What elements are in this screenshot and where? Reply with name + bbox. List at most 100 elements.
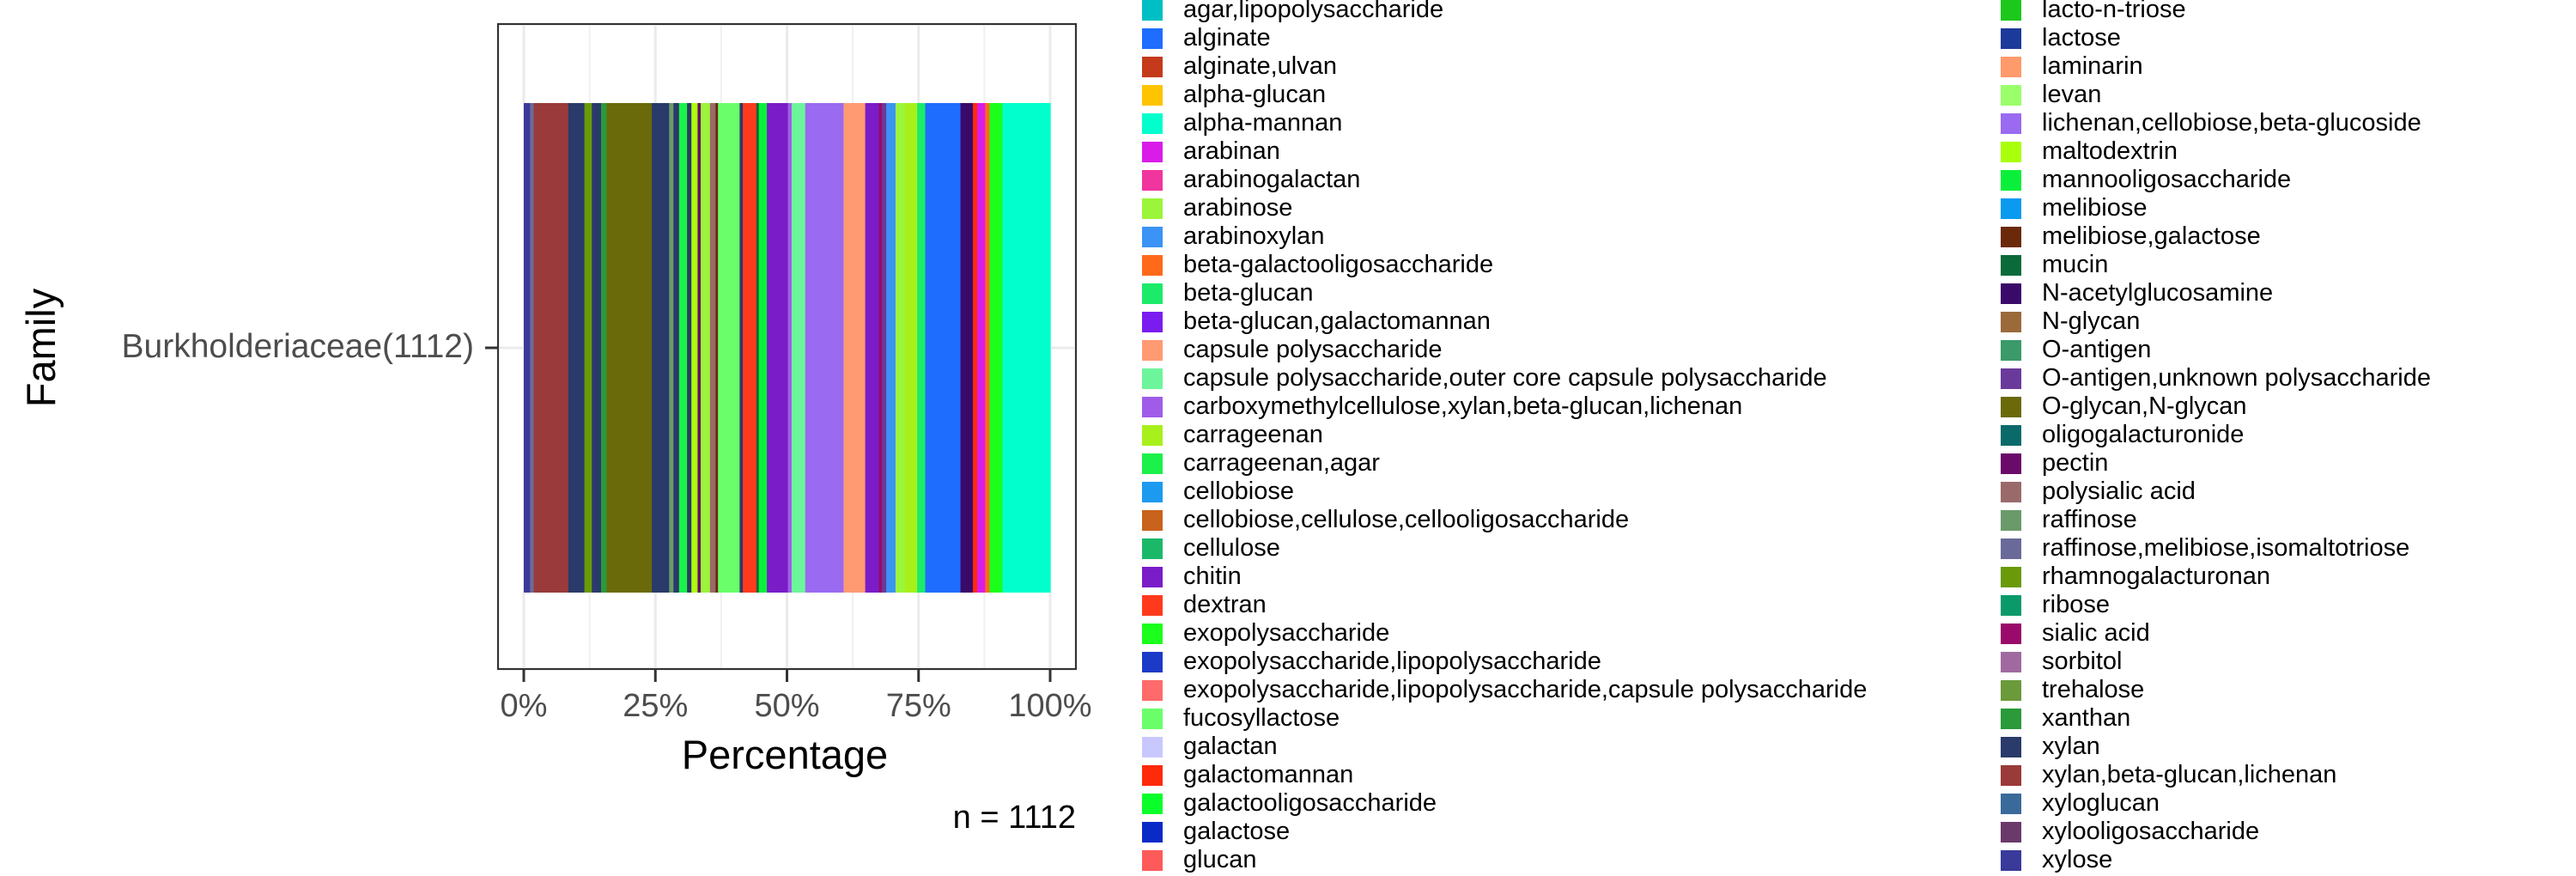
bar-segment xyxy=(1002,103,1051,593)
legend-label: xylooligosaccharide xyxy=(2042,818,2260,845)
legend-label: levan xyxy=(2042,81,2102,108)
legend-swatch xyxy=(2001,340,2021,361)
legend-swatch xyxy=(1142,227,1163,247)
legend-label: carrageenan,agar xyxy=(1183,449,1380,477)
sample-size-annotation: n = 1112 xyxy=(953,800,1076,836)
legend-label: galactooligosaccharide xyxy=(1183,789,1437,817)
bar-segment xyxy=(601,103,608,593)
legend-label: agar,lipopolysaccharide xyxy=(1183,0,1444,23)
bar-segment xyxy=(843,103,866,593)
legend-label: N-acetylglucosamine xyxy=(2042,279,2274,307)
x-tick-label: 0% xyxy=(501,688,548,724)
bar-segment xyxy=(697,103,702,593)
legend-swatch xyxy=(1142,652,1163,672)
bar-segment xyxy=(533,103,569,593)
legend-swatch xyxy=(1142,312,1163,332)
legend-label: beta-galactooligosaccharide xyxy=(1183,251,1494,278)
legend-swatch xyxy=(2001,737,2021,757)
legend-swatch xyxy=(1142,737,1163,757)
legend-swatch xyxy=(2001,368,2021,389)
bar-segment xyxy=(678,103,688,593)
legend-swatch xyxy=(1142,850,1163,871)
legend-label: N-glycan xyxy=(2042,307,2141,335)
legend-swatch xyxy=(2001,113,2021,134)
legend-label: xylan xyxy=(2042,733,2100,760)
legend-label: sialic acid xyxy=(2042,619,2150,647)
bar-segment xyxy=(882,103,887,593)
legend-swatch xyxy=(1142,340,1163,361)
x-axis: 0% 25% 50% 75% 100% xyxy=(501,670,1092,724)
legend-label: trehalose xyxy=(2042,676,2145,703)
legend-label: melibiose xyxy=(2042,194,2148,222)
x-tick-label: 75% xyxy=(886,688,951,724)
legend-label: mucin xyxy=(2042,251,2109,278)
y-tick-label: Burkholderiaceae(1112) xyxy=(122,328,474,365)
bar-segment xyxy=(878,103,883,593)
bar-segment xyxy=(895,103,906,593)
legend-swatch xyxy=(1142,255,1163,276)
legend-label: xanthan xyxy=(2042,704,2131,732)
legend-label: alpha-mannan xyxy=(1183,109,1343,137)
legend-label: melibiose,galactose xyxy=(2042,222,2261,250)
x-tick-label: 50% xyxy=(754,688,819,724)
legend-label: arabinoxylan xyxy=(1183,222,1325,250)
legend-label: exopolysaccharide xyxy=(1183,619,1390,647)
legend-label: beta-glucan xyxy=(1183,279,1314,307)
legend-swatch xyxy=(2001,680,2021,701)
bar-segment xyxy=(925,103,962,593)
legend-swatch xyxy=(1142,85,1163,106)
legend-label: sorbitol xyxy=(2042,648,2123,675)
bar-segment xyxy=(865,103,880,593)
legend-swatch xyxy=(2001,397,2021,417)
legend-label: polysialic acid xyxy=(2042,478,2196,505)
stacked-bar xyxy=(524,103,1051,593)
legend-label: pectin xyxy=(2042,449,2109,477)
legend-swatch xyxy=(1142,510,1163,531)
legend-label: xylan,beta-glucan,lichenan xyxy=(2042,761,2337,788)
legend-swatch xyxy=(1142,482,1163,502)
legend-label: galactan xyxy=(1183,733,1278,760)
bar-segment xyxy=(584,103,592,593)
legend-label: beta-glucan,galactomannan xyxy=(1183,307,1491,335)
legend-label: O-antigen,unknown polysaccharide xyxy=(2042,364,2431,392)
bar-segment xyxy=(739,103,744,593)
legend-label: carrageenan xyxy=(1183,421,1323,448)
legend-swatch xyxy=(2001,227,2021,247)
legend-label: carboxymethylcellulose,xylan,beta-glucan… xyxy=(1183,392,1743,420)
bar-segment xyxy=(767,103,789,593)
legend-swatch xyxy=(2001,624,2021,644)
legend-label: galactose xyxy=(1183,818,1291,845)
legend-swatch xyxy=(2001,255,2021,276)
bar-segment xyxy=(960,103,974,593)
legend-swatch xyxy=(2001,794,2021,814)
legend-swatch xyxy=(1142,709,1163,729)
legend-label: cellulose xyxy=(1183,534,1280,562)
legend-swatch xyxy=(2001,198,2021,219)
bar-segment xyxy=(691,103,699,593)
y-axis-title: Family xyxy=(18,288,64,407)
legend-label: laminarin xyxy=(2042,52,2143,80)
bar-segment xyxy=(787,103,793,593)
legend-label: exopolysaccharide,lipopolysaccharide,cap… xyxy=(1183,676,1868,703)
bar-segment xyxy=(989,103,1004,593)
legend-label: chitin xyxy=(1183,563,1242,590)
legend-swatch xyxy=(2001,482,2021,502)
bar-segment xyxy=(568,103,586,593)
legend-swatch xyxy=(2001,453,2021,474)
bar-segment xyxy=(904,103,918,593)
legend-swatch xyxy=(1142,57,1163,77)
legend-label: alginate xyxy=(1183,24,1271,52)
bar-segment xyxy=(592,103,602,593)
bar-segment xyxy=(524,103,531,593)
legend-swatch xyxy=(2001,822,2021,843)
bar-segment xyxy=(701,103,711,593)
legend-label: lactose xyxy=(2042,24,2121,52)
bar-segment xyxy=(652,103,670,593)
x-tick-label: 100% xyxy=(1008,688,1091,724)
legend-label: arabinan xyxy=(1183,137,1280,165)
legend-label: lacto-n-triose xyxy=(2042,0,2186,23)
bar-segment xyxy=(530,103,535,593)
bar-segment xyxy=(718,103,740,593)
bar-segment xyxy=(687,103,692,593)
legend-swatch xyxy=(2001,850,2021,871)
